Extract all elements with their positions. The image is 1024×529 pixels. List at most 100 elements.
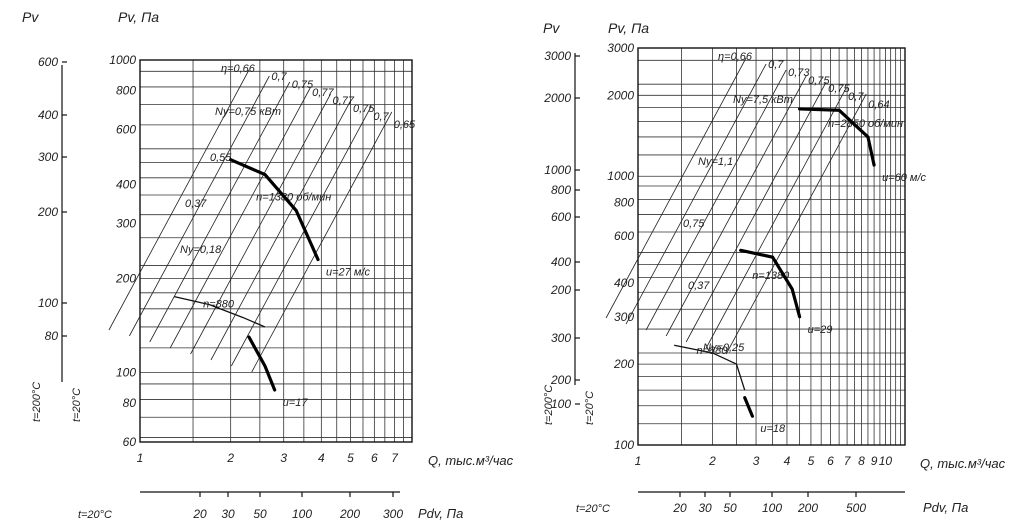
power-label: Nу=0,18 (180, 244, 222, 256)
bottom-pdv-tick-label: 30 (221, 507, 235, 521)
velocity-label: u=17 (283, 397, 309, 409)
efficiency-label: 0,75 (353, 103, 375, 115)
x-tick-label: 5 (347, 451, 354, 465)
bottom-pdv-tick-label: 300 (383, 507, 403, 521)
power-label: Nу=0,75 кВт (215, 106, 281, 118)
velocity-label: u=18 (760, 423, 786, 435)
y-tick-label: 300 (614, 310, 634, 324)
efficiency-ray (190, 93, 331, 355)
plot-frame (637, 47, 906, 446)
y-tick-label: 300 (116, 216, 136, 230)
x-tick-label: 2 (708, 454, 716, 468)
efficiency-label: 0,65 (394, 119, 416, 131)
efficiency-ray (605, 57, 747, 319)
y-tick-label: 3000 (607, 41, 634, 55)
efficiency-ray (645, 69, 787, 331)
y-tick-label: 800 (116, 83, 136, 97)
x-tick-label: 4 (784, 454, 791, 468)
bottom-pdv-tick-label: 50 (253, 507, 267, 521)
aux-left-tick-label: 200 (550, 283, 571, 297)
velocity-label: u=60 м/с (882, 172, 926, 184)
aux-left-tick-label: 400 (551, 255, 571, 269)
efficiency-ray (129, 75, 270, 337)
x-tick-label: 3 (753, 454, 760, 468)
aux-left-tick-label: 200 (37, 205, 58, 219)
bottom-scale-title: Pdv, Па (923, 500, 968, 515)
efficiency-label: 0,64 (868, 99, 889, 111)
aux-left-label-200c: t=200°C (543, 385, 555, 425)
working-range-segment (739, 248, 802, 319)
efficiency-ray (210, 99, 352, 361)
efficiency-ray (665, 75, 807, 337)
bottom-pdv-tick-label: 500 (846, 501, 866, 515)
speed-label: n=1380 об/мин (256, 192, 331, 204)
aux-left-label-20c: t=20°C (584, 391, 596, 425)
bottom-pdv-tick-label: 200 (339, 507, 360, 521)
speed-curve (674, 344, 746, 391)
x-grid (139, 60, 413, 442)
header-right-pv-pa: Pv, Па (608, 20, 649, 36)
aux-left-tick-label: 80 (45, 329, 59, 343)
efficiency-label: 0,7 (848, 91, 864, 103)
efficiency-ray (725, 93, 867, 355)
x-tick-label: 5 (808, 454, 815, 468)
aux-left-tick-label: 400 (38, 108, 58, 122)
efficiency-label: η=0,66 (221, 63, 256, 75)
power-label: Nу=1,1 (698, 156, 733, 168)
efficiency-ray (251, 111, 393, 373)
efficiency-rays: η=0,660,70,750,770,770,750,70,65 (108, 63, 416, 373)
x-tick-label: 6 (827, 454, 834, 468)
x-tick-label: 8 (858, 454, 865, 468)
x-tick-label: 6 (371, 451, 378, 465)
y-grid (140, 59, 412, 438)
velocity-label: u=27 м/с (326, 267, 370, 279)
bottom-pdv-tick-label: 30 (698, 501, 712, 515)
aux-left-tick-label: 800 (551, 183, 571, 197)
aux-left-tick-label: 300 (38, 150, 58, 164)
aux-left-label-20c: t=20°C (71, 388, 83, 422)
aux-left-tick-label: 100 (38, 296, 58, 310)
y-tick-label: 400 (614, 276, 634, 290)
chart-right: Pv Pv, Па 100 200 300 400 600 800 1000 2000 3000 1 2… (543, 20, 1006, 515)
speed-label: n=880 (696, 345, 728, 357)
efficiency-ray (625, 63, 767, 325)
power-label: Nу=7,5 кВт (733, 94, 793, 106)
y-tick-label: 100 (614, 438, 634, 452)
aux-left-tick-label: 600 (38, 55, 58, 69)
efficiency-ray (149, 81, 291, 343)
x-tick-label: 7 (391, 451, 399, 465)
aux-left-label-200c: t=200°C (31, 382, 43, 422)
power-label: 0,37 (185, 198, 207, 210)
x-tick-label: 4 (318, 451, 325, 465)
x-tick-label: 1 (635, 454, 642, 468)
y-tick-label: 80 (123, 396, 137, 410)
power-label: 0,37 (688, 280, 710, 292)
velocity-label: u=29 (808, 324, 833, 336)
x-tick-label: 10 (879, 454, 893, 468)
y-tick-label: 60 (123, 435, 137, 449)
power-label: Nу=0,25 (703, 342, 745, 354)
speed-curve (230, 159, 319, 260)
y-tick-label: 1000 (109, 53, 136, 67)
aux-left-tick-label: 300 (551, 331, 571, 345)
aux-left-tick-label: 3000 (544, 49, 571, 63)
y-tick-label: 400 (116, 177, 136, 191)
aux-left-tick-label: 2000 (543, 91, 571, 105)
efficiency-label: 0,75 (292, 79, 314, 91)
aux-left-tick-label: 100 (551, 397, 571, 411)
efficiency-ray (169, 87, 311, 349)
y-tick-label: 200 (613, 357, 634, 371)
plot-frame (139, 59, 413, 443)
power-label: 0,75 (683, 218, 705, 230)
bottom-pdv-tick-label: 50 (723, 501, 737, 515)
speed-label: n=880 (203, 299, 235, 311)
y-tick-label: 200 (115, 272, 136, 286)
x-tick-label: 9 (871, 454, 878, 468)
y-tick-label: 1000 (607, 169, 634, 183)
speed-curve (740, 249, 801, 317)
efficiency-label: 0,7 (373, 111, 389, 123)
efficiency-label: 0,77 (333, 95, 355, 107)
y-tick-label: 600 (614, 229, 634, 243)
